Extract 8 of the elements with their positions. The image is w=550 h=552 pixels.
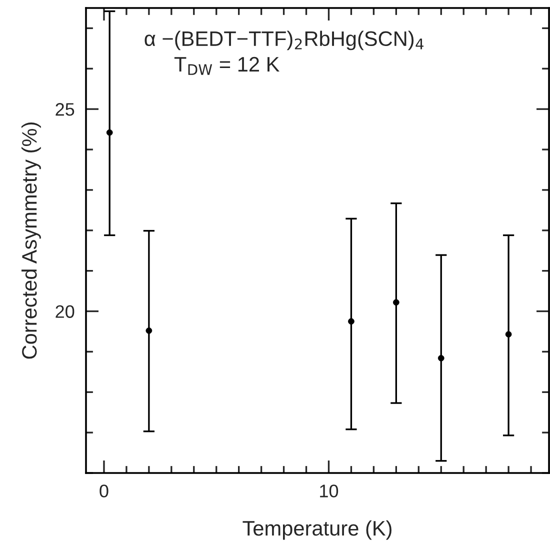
x-tick-label: 10 [320, 484, 338, 498]
x-axis-title: Temperature (K) [242, 520, 392, 540]
y-axis-title: Corrected Asymmetry (%) [22, 122, 41, 359]
x-tick-label: 0 [100, 484, 108, 498]
y-tick-label: 20 [56, 305, 74, 318]
annotation: T$_{DW}$ = 12 K [174, 56, 280, 75]
annotation: α −(BEDT−TTF)$_{2}$RbHg(SCN)$_{4}$ [144, 30, 424, 50]
y-tick-label: 25 [56, 103, 74, 116]
